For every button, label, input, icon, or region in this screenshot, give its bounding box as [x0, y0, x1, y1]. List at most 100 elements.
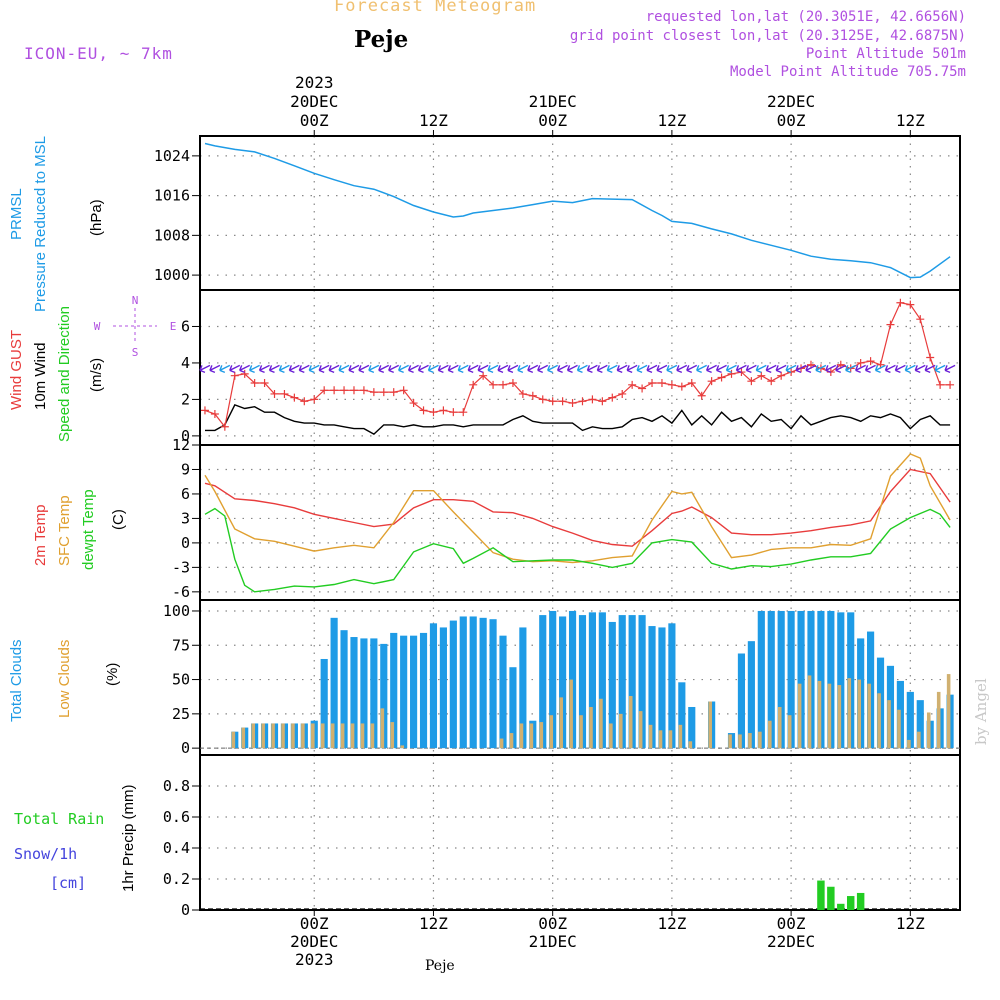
gust-marker	[866, 357, 875, 366]
rain-bar	[817, 880, 825, 910]
wind-barb	[696, 364, 708, 374]
gust-marker	[657, 379, 666, 387]
wind-barb	[884, 364, 896, 374]
compass-e: E	[170, 320, 177, 333]
gust-marker	[240, 369, 249, 378]
gust-marker	[280, 389, 289, 398]
gust-marker	[667, 380, 676, 389]
wind-barb	[874, 364, 886, 374]
gust-marker	[558, 397, 567, 406]
gust-marker	[389, 388, 398, 397]
point-altitude: Point Altitude 501m	[805, 46, 966, 62]
total-cloud-bar	[350, 637, 358, 749]
low-cloud-bar	[241, 727, 246, 749]
wind-barb	[507, 364, 519, 374]
wind-barb	[755, 364, 767, 374]
top-time-label: 2023	[295, 73, 334, 92]
y-tick-label: 2	[181, 390, 190, 408]
wind-barb	[288, 364, 300, 374]
low-cloud-bar	[400, 745, 405, 749]
wind-barb	[219, 364, 231, 374]
wind-barb	[268, 364, 280, 374]
total-cloud-bar	[449, 620, 457, 749]
low-cloud-bar	[599, 698, 603, 749]
total-cloud-bar	[320, 658, 328, 749]
wind-barb	[298, 364, 310, 374]
wind-barb	[904, 364, 916, 374]
gust-marker	[449, 408, 458, 417]
wind-barb	[805, 364, 817, 374]
total-cloud-bar	[370, 638, 378, 749]
low-cloud-bar	[619, 713, 623, 749]
wind-line	[205, 404, 951, 435]
precip-label-3: [cm]	[50, 874, 87, 892]
y-tick-label: 9	[181, 460, 190, 478]
top-time-label: 22DEC	[767, 92, 815, 111]
y-tick-label: 12	[172, 436, 190, 454]
wind-barb	[795, 364, 807, 374]
low-cloud-bar	[777, 706, 782, 749]
wind-barb	[825, 364, 837, 374]
gust-marker	[608, 393, 617, 402]
wind-barb	[725, 364, 737, 374]
gust-marker	[528, 391, 537, 400]
low-cloud-bar	[887, 700, 891, 749]
wind-barb	[636, 364, 648, 374]
total-cloud-bar	[330, 617, 338, 749]
wind-barb	[656, 364, 668, 374]
wind-barb	[239, 364, 251, 374]
low-cloud-bar	[340, 723, 345, 749]
gust-marker	[429, 408, 438, 417]
y-tick-label: 3	[181, 509, 190, 527]
rain-bar	[856, 892, 865, 910]
low-cloud-bar	[768, 720, 772, 749]
gust-marker	[618, 389, 627, 398]
wind-barb	[705, 364, 717, 374]
y-tick-label: 0	[181, 901, 190, 919]
gust-marker	[349, 386, 358, 395]
total-cloud-bar	[578, 615, 587, 749]
total-cloud-bar	[777, 610, 785, 749]
low-cloud-bar	[817, 680, 822, 749]
gust-marker	[250, 379, 259, 387]
total-cloud-bar	[757, 610, 765, 749]
footer-station: Peje	[425, 958, 455, 974]
y-tick-label: 6	[181, 485, 190, 503]
bottom-time-label: 2023	[295, 950, 334, 969]
product-title: Forecast Meteogram	[334, 0, 537, 16]
total-cloud-bar	[608, 621, 616, 749]
wind-barb	[735, 364, 747, 374]
y-tick-label: 0.4	[163, 839, 190, 857]
rain-bar	[837, 903, 845, 910]
wind-barb	[626, 364, 638, 374]
total-cloud-bar	[469, 616, 477, 749]
wind-barb	[308, 364, 320, 374]
bottom-time-label: 21DEC	[529, 932, 577, 951]
top-time-label: 00Z	[538, 111, 567, 130]
gust-marker	[399, 386, 408, 395]
low-cloud-bar	[251, 723, 255, 749]
gust-marker	[548, 397, 557, 406]
low-cloud-bar	[638, 711, 643, 749]
bottom-time-label: 12Z	[657, 914, 686, 933]
gust-marker	[747, 377, 756, 386]
gust-marker	[588, 395, 597, 404]
gust-marker	[638, 384, 647, 393]
compass-s: S	[132, 346, 139, 359]
gust-marker	[598, 397, 607, 406]
wind-barb	[855, 364, 866, 374]
low-cloud-bar	[609, 723, 613, 749]
total-cloud-bar	[360, 638, 368, 749]
wind-barb	[586, 364, 598, 374]
low-cloud-bar	[738, 734, 742, 749]
low-cloud-bar	[936, 691, 941, 749]
total-cloud-bar	[588, 612, 596, 749]
wind-barb	[497, 364, 509, 374]
low-cloud-bar	[917, 731, 921, 749]
y-tick-label: 1008	[154, 226, 190, 244]
y-tick-label: 1000	[154, 266, 190, 284]
wind-barb	[944, 364, 956, 374]
total-cloud-bar	[817, 610, 825, 749]
low-cloud-bar	[549, 715, 554, 749]
low-cloud-bar	[519, 723, 524, 749]
